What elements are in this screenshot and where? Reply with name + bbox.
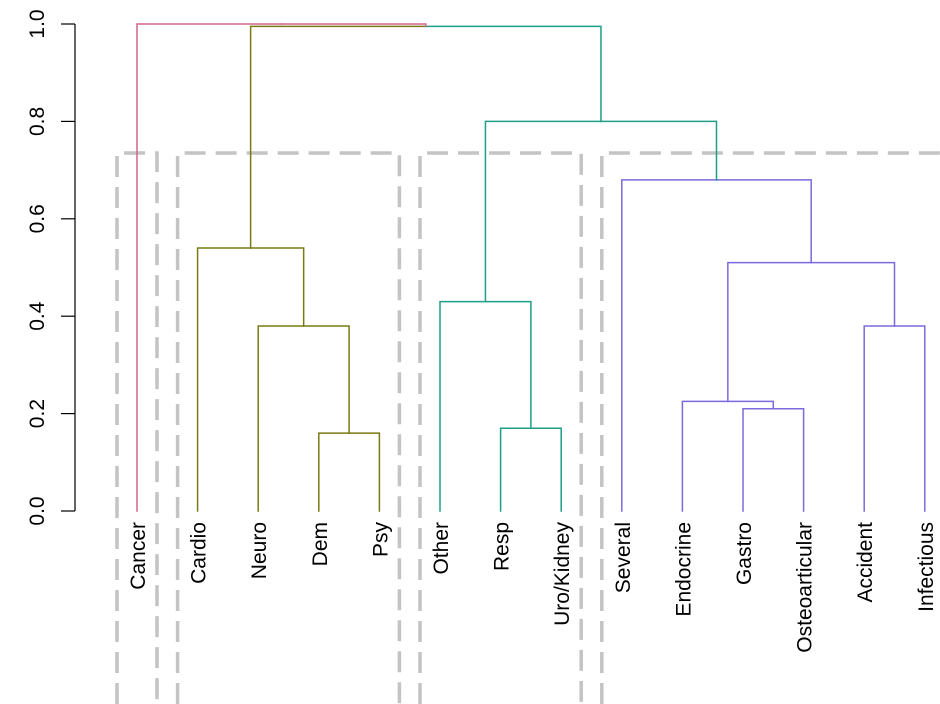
- y-tick-label: 0.4: [26, 301, 49, 331]
- dendrogram-link: [484, 300, 532, 429]
- dendrogram-link: [136, 23, 283, 512]
- dendrogram-link: [600, 120, 718, 181]
- dendrogram-link: [280, 23, 427, 28]
- leaf-label-resp: Resp: [491, 522, 514, 571]
- dendrogram-link: [530, 427, 562, 512]
- dendrogram-link: [715, 179, 812, 264]
- dendrogram-link: [439, 300, 487, 512]
- dendrogram-link: [425, 25, 602, 123]
- leaf-labels: Cancer Cardio Neuro Dem Psy Other Resp Uro/Kidn…: [127, 522, 938, 653]
- y-tick-label: 0.0: [26, 496, 49, 525]
- dendrogram-link: [893, 325, 926, 512]
- dendrogram-link: [772, 407, 805, 512]
- leaf-label-other: Other: [430, 522, 453, 575]
- dendrogram-link: [348, 432, 381, 512]
- leaf-label-cardio: Cardio: [188, 522, 211, 584]
- leaf-label-neuro: Neuro: [248, 522, 271, 579]
- dendrogram-link: [499, 427, 532, 512]
- leaf-label-accident: Accident: [854, 522, 877, 603]
- dendrogram-link: [863, 325, 896, 512]
- cluster-box: [600, 151, 940, 704]
- dendrogram-link: [742, 407, 775, 512]
- dendrogram-link: [727, 400, 775, 410]
- dendrogram-links: [136, 23, 926, 512]
- y-tick-label: 0.8: [26, 107, 49, 136]
- y-tick-label: 0.2: [26, 399, 49, 428]
- y-axis: 0.0 0.2 0.4 0.6 0.8 1.0: [26, 9, 76, 526]
- dendrogram-link: [621, 179, 718, 512]
- leaf-label-gastro: Gastro: [733, 522, 756, 585]
- dendrogram-link: [318, 432, 350, 512]
- dendrogram-link: [249, 247, 305, 327]
- dendrogram-link: [196, 247, 252, 512]
- dendrogram-link: [249, 25, 427, 249]
- dendrogram-link: [257, 325, 305, 512]
- y-tick-label: 1.0: [26, 9, 49, 38]
- leaf-label-cancer: Cancer: [127, 522, 150, 590]
- leaf-label-several: Several: [612, 522, 635, 593]
- dendrogram-link: [302, 325, 350, 434]
- cluster-box: [418, 151, 583, 704]
- leaf-label-endocrine: Endocrine: [672, 522, 695, 617]
- leaf-label-uro-kidney: Uro/Kidney: [551, 522, 574, 626]
- leaf-label-osteoarticular: Osteoarticular: [794, 522, 817, 653]
- leaf-label-psy: Psy: [369, 522, 392, 558]
- cluster-box: [175, 151, 402, 704]
- leaf-label-dem: Dem: [309, 522, 332, 566]
- leaf-label-infectious: Infectious: [915, 522, 938, 612]
- dendrogram-link: [727, 261, 812, 403]
- dendrogram-link: [484, 120, 602, 303]
- dendrogram-link: [810, 261, 896, 327]
- y-tick-label: 0.6: [26, 204, 49, 233]
- dendrogram-link: [681, 400, 729, 512]
